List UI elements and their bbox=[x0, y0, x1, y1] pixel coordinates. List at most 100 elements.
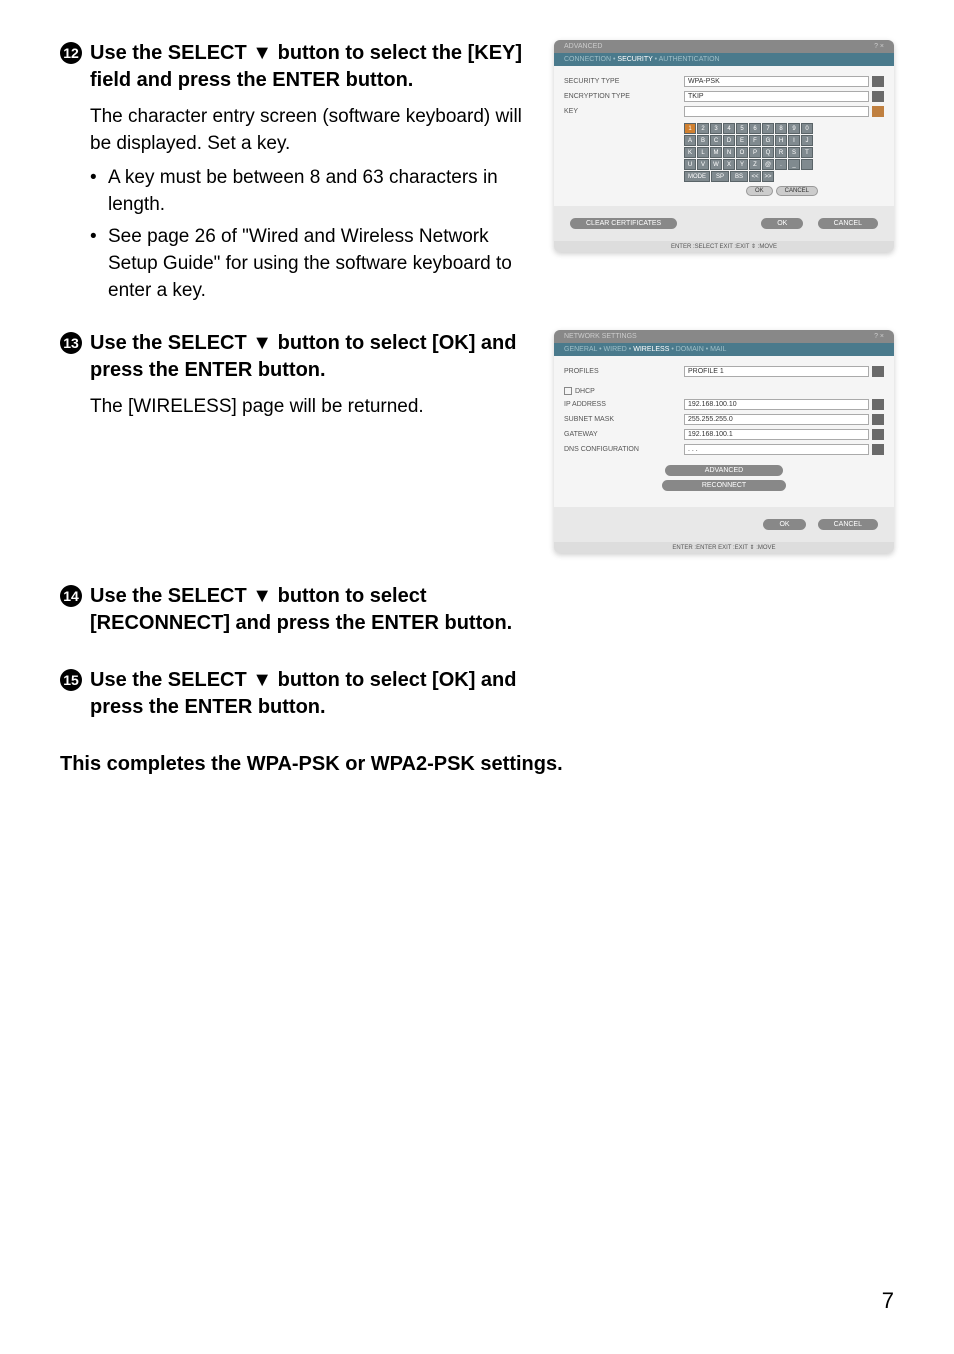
kb-key[interactable]: 0 bbox=[801, 123, 813, 134]
kb-key[interactable]: A bbox=[684, 135, 696, 146]
kb-bs-key[interactable]: BS bbox=[730, 171, 748, 182]
ok-button[interactable]: OK bbox=[763, 519, 805, 530]
kb-key[interactable]: 5 bbox=[736, 123, 748, 134]
dialog2-window-icons: ? × bbox=[874, 333, 884, 340]
profiles-field[interactable]: PROFILE 1 bbox=[684, 366, 869, 377]
cancel-button[interactable]: CANCEL bbox=[818, 519, 878, 530]
dropdown-icon[interactable] bbox=[872, 366, 884, 377]
ip-address-field[interactable]: 192.168.100.10 bbox=[684, 399, 869, 410]
advanced-button[interactable]: ADVANCED bbox=[665, 465, 783, 476]
kb-key[interactable]: U bbox=[684, 159, 696, 170]
kb-key[interactable]: 8 bbox=[775, 123, 787, 134]
dhcp-checkbox[interactable] bbox=[564, 387, 572, 395]
edit-icon[interactable] bbox=[872, 106, 884, 117]
encryption-type-label: ENCRYPTION TYPE bbox=[564, 93, 684, 100]
kb-key[interactable]: T bbox=[801, 147, 813, 158]
kb-key[interactable]: F bbox=[749, 135, 761, 146]
kb-key[interactable]: . bbox=[775, 159, 787, 170]
kb-row-5: MODE SP BS << >> bbox=[684, 171, 884, 182]
kb-key[interactable]: J bbox=[801, 135, 813, 146]
kb-key[interactable]: Y bbox=[736, 159, 748, 170]
network-settings-dialog: NETWORK SETTINGS ? × GENERAL • WIRED • W… bbox=[554, 330, 894, 553]
kb-ok-button[interactable]: OK bbox=[746, 186, 773, 196]
completion-text: This completes the WPA-PSK or WPA2-PSK s… bbox=[60, 751, 894, 778]
step-15-heading-text: Use the SELECT ▼ button to select [OK] a… bbox=[90, 667, 540, 721]
step-14-heading-text: Use the SELECT ▼ button to select [RECON… bbox=[90, 583, 540, 637]
step-12-bullets: A key must be between 8 and 63 character… bbox=[90, 165, 524, 304]
dropdown-icon[interactable] bbox=[872, 91, 884, 102]
key-field[interactable] bbox=[684, 106, 869, 117]
dropdown-icon[interactable] bbox=[872, 76, 884, 87]
kb-left-key[interactable]: << bbox=[749, 171, 761, 182]
step-number-14: 14 bbox=[60, 585, 82, 607]
kb-right-key[interactable]: >> bbox=[762, 171, 774, 182]
kb-key[interactable]: X bbox=[723, 159, 735, 170]
step-number-12: 12 bbox=[60, 42, 82, 64]
kb-key[interactable]: 4 bbox=[723, 123, 735, 134]
dns-config-label: DNS CONFIGURATION bbox=[564, 446, 684, 453]
kb-row-2: A B C D E F G H I J bbox=[684, 135, 884, 146]
kb-key[interactable]: L bbox=[697, 147, 709, 158]
edit-icon[interactable] bbox=[872, 444, 884, 455]
kb-key[interactable]: 7 bbox=[762, 123, 774, 134]
kb-key[interactable]: H bbox=[775, 135, 787, 146]
step-number-13: 13 bbox=[60, 332, 82, 354]
edit-icon[interactable] bbox=[872, 429, 884, 440]
kb-key[interactable]: @ bbox=[762, 159, 774, 170]
kb-key[interactable]: 3 bbox=[710, 123, 722, 134]
key-label: KEY bbox=[564, 108, 684, 115]
kb-key[interactable]: D bbox=[723, 135, 735, 146]
step-12-heading: 12 Use the SELECT ▼ button to select the… bbox=[60, 40, 524, 94]
dialog2-tabs: GENERAL • WIRED • WIRELESS • DOMAIN • MA… bbox=[554, 343, 894, 356]
kb-key[interactable]: W bbox=[710, 159, 722, 170]
kb-key[interactable]: Z bbox=[749, 159, 761, 170]
step-14-heading: 14 Use the SELECT ▼ button to select [RE… bbox=[60, 583, 540, 637]
kb-key[interactable]: Q bbox=[762, 147, 774, 158]
kb-mode-key[interactable]: MODE bbox=[684, 171, 710, 182]
dns-config-field[interactable]: . . . bbox=[684, 444, 869, 455]
step-12-heading-text: Use the SELECT ▼ button to select the [K… bbox=[90, 40, 524, 94]
kb-key[interactable]: 1 bbox=[684, 123, 696, 134]
step-13-heading-text: Use the SELECT ▼ button to select [OK] a… bbox=[90, 330, 524, 384]
edit-icon[interactable] bbox=[872, 399, 884, 410]
kb-key[interactable]: 2 bbox=[697, 123, 709, 134]
kb-key[interactable]: E bbox=[736, 135, 748, 146]
kb-key[interactable]: S bbox=[788, 147, 800, 158]
kb-key[interactable]: 6 bbox=[749, 123, 761, 134]
kb-key[interactable]: N bbox=[723, 147, 735, 158]
dhcp-label: DHCP bbox=[575, 388, 595, 395]
kb-key[interactable]: G bbox=[762, 135, 774, 146]
kb-key[interactable]: K bbox=[684, 147, 696, 158]
subnet-mask-field[interactable]: 255.255.255.0 bbox=[684, 414, 869, 425]
kb-key[interactable]: M bbox=[710, 147, 722, 158]
kb-key[interactable]: R bbox=[775, 147, 787, 158]
cancel-button[interactable]: CANCEL bbox=[818, 218, 878, 229]
subnet-mask-label: SUBNET MASK bbox=[564, 416, 684, 423]
kb-key[interactable]: 9 bbox=[788, 123, 800, 134]
kb-key[interactable]: I bbox=[788, 135, 800, 146]
clear-certificates-button[interactable]: CLEAR CERTIFICATES bbox=[570, 218, 677, 229]
kb-key[interactable]: C bbox=[710, 135, 722, 146]
dialog1-window-icons: ? × bbox=[874, 43, 884, 50]
security-type-field[interactable]: WPA-PSK bbox=[684, 76, 869, 87]
edit-icon[interactable] bbox=[872, 414, 884, 425]
gateway-field[interactable]: 192.168.100.1 bbox=[684, 429, 869, 440]
step-15-heading: 15 Use the SELECT ▼ button to select [OK… bbox=[60, 667, 540, 721]
kb-key[interactable] bbox=[801, 159, 813, 170]
reconnect-button[interactable]: RECONNECT bbox=[662, 480, 786, 491]
gateway-label: GATEWAY bbox=[564, 431, 684, 438]
kb-cancel-button[interactable]: CANCEL bbox=[776, 186, 818, 196]
step-number-15: 15 bbox=[60, 669, 82, 691]
kb-key[interactable]: V bbox=[697, 159, 709, 170]
ok-button[interactable]: OK bbox=[761, 218, 803, 229]
kb-row-4: U V W X Y Z @ . _ bbox=[684, 159, 884, 170]
advanced-dialog: ADVANCED ? × CONNECTION • SECURITY • AUT… bbox=[554, 40, 894, 252]
dialog2-statusbar: ENTER :ENTER EXIT :EXIT ⇕ :MOVE bbox=[554, 542, 894, 553]
kb-key[interactable]: _ bbox=[788, 159, 800, 170]
kb-key[interactable]: P bbox=[749, 147, 761, 158]
encryption-type-field[interactable]: TKIP bbox=[684, 91, 869, 102]
kb-key[interactable]: O bbox=[736, 147, 748, 158]
kb-key[interactable]: B bbox=[697, 135, 709, 146]
dialog1-tabs: CONNECTION • SECURITY • AUTHENTICATION bbox=[554, 53, 894, 66]
kb-sp-key[interactable]: SP bbox=[711, 171, 729, 182]
